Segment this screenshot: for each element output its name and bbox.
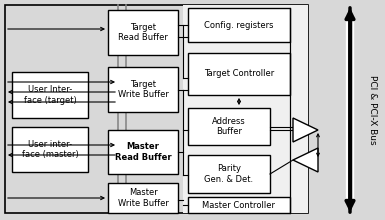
Text: Master
Read Buffer: Master Read Buffer bbox=[115, 142, 171, 162]
Bar bbox=[108, 67, 178, 112]
Bar bbox=[188, 155, 270, 193]
Bar bbox=[188, 108, 270, 145]
Bar bbox=[183, 5, 308, 213]
Text: Address
Buffer: Address Buffer bbox=[212, 117, 246, 136]
Bar bbox=[188, 8, 290, 42]
Bar bbox=[5, 5, 308, 213]
Bar bbox=[12, 72, 88, 118]
Text: PCI & PCI-X Bus: PCI & PCI-X Bus bbox=[368, 75, 377, 145]
Bar bbox=[108, 10, 178, 55]
Polygon shape bbox=[293, 118, 318, 142]
Bar bbox=[108, 130, 178, 174]
Bar bbox=[188, 197, 290, 213]
Text: Master
Write Buffer: Master Write Buffer bbox=[117, 188, 169, 208]
Text: Parity
Gen. & Det.: Parity Gen. & Det. bbox=[204, 164, 254, 184]
Text: Master Controller: Master Controller bbox=[203, 200, 276, 209]
Text: User inter-
face (master): User inter- face (master) bbox=[22, 140, 79, 159]
Bar bbox=[108, 183, 178, 213]
Text: Config. registers: Config. registers bbox=[204, 20, 274, 29]
Text: Target
Read Buffer: Target Read Buffer bbox=[118, 23, 168, 42]
Polygon shape bbox=[293, 148, 318, 172]
Text: Target Controller: Target Controller bbox=[204, 70, 274, 79]
Text: User Inter-
face (target): User Inter- face (target) bbox=[23, 85, 76, 105]
Text: Target
Write Buffer: Target Write Buffer bbox=[117, 80, 169, 99]
Bar bbox=[188, 53, 290, 95]
Bar bbox=[12, 127, 88, 172]
